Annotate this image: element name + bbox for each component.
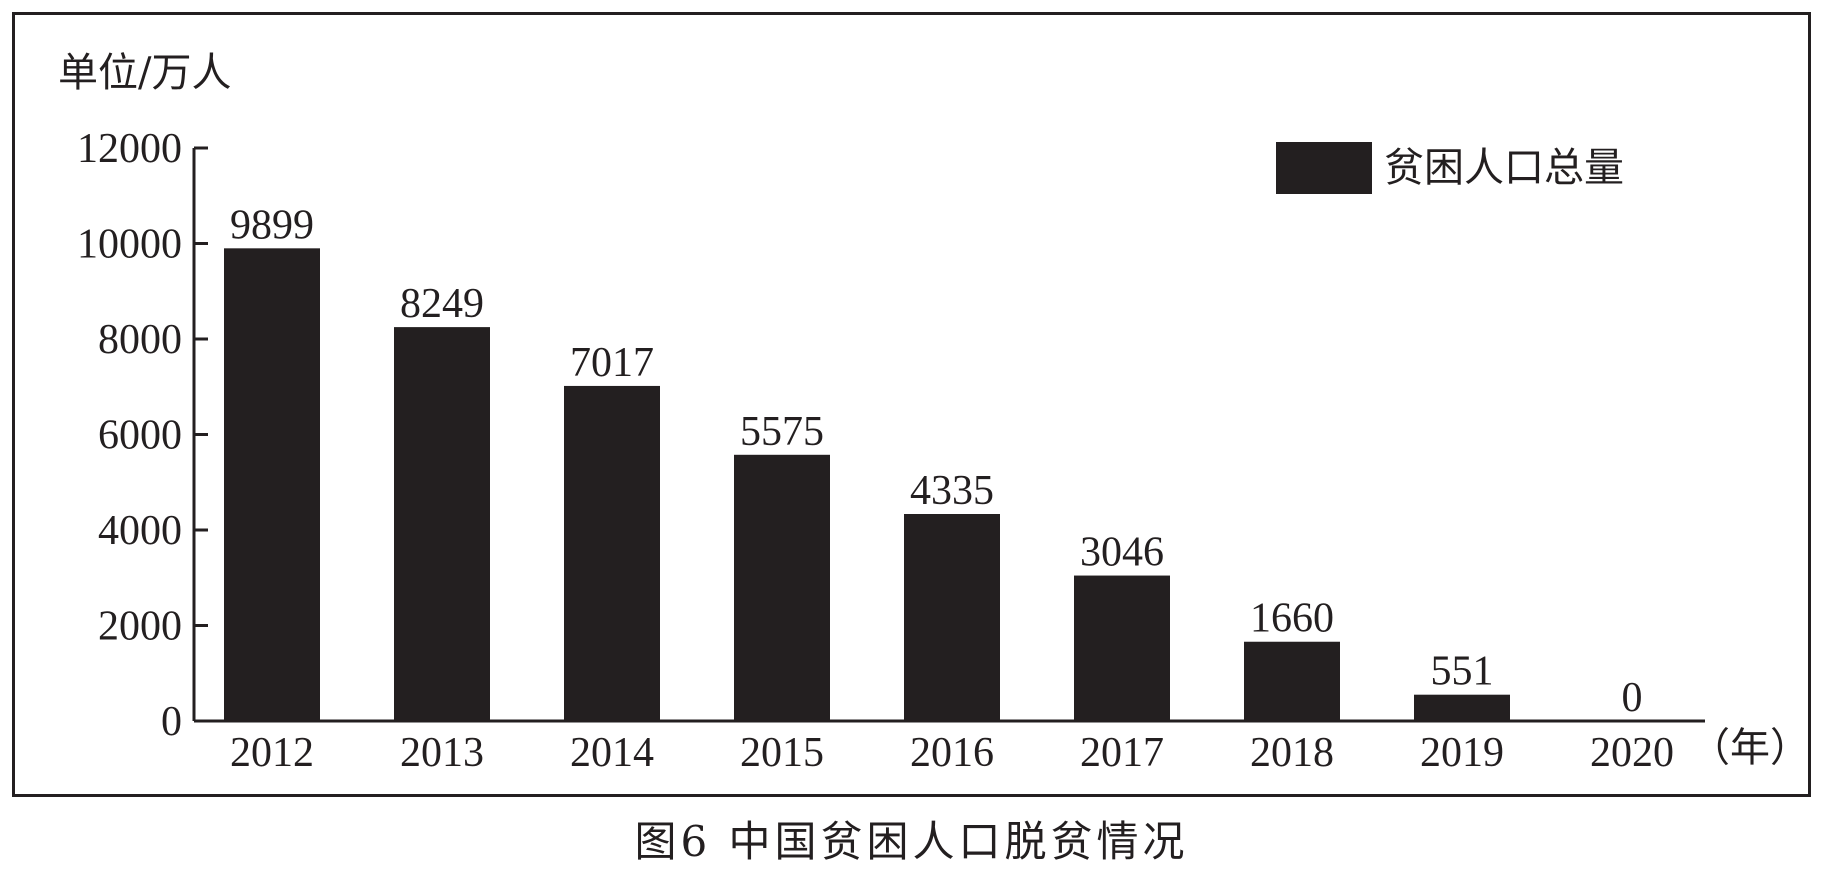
data-labels: 9899 8249 7017 5575 4335 3046 1660 551 0 — [230, 202, 1643, 721]
x-tick-label: 2016 — [910, 730, 994, 776]
y-tick-label: 8000 — [98, 317, 182, 363]
x-tick-label: 2013 — [400, 730, 484, 776]
bar — [904, 514, 1000, 721]
x-axis-title: （年） — [1690, 725, 1810, 771]
y-tick-label: 2000 — [98, 604, 182, 650]
data-label: 4335 — [910, 468, 994, 514]
bar — [1244, 641, 1340, 721]
bar-chart: 0 2000 4000 6000 8000 10000 12000 2012 2013 2014… — [58, 50, 1810, 776]
data-label: 0 — [1622, 675, 1643, 721]
y-tick-label: 4000 — [98, 508, 182, 554]
x-tick-label: 2020 — [1590, 730, 1674, 776]
x-tick-label: 2014 — [570, 730, 654, 776]
y-axis-title: 单位/万人 — [58, 50, 231, 96]
y-tick-label: 0 — [161, 699, 182, 745]
data-label: 7017 — [570, 340, 654, 386]
legend-swatch — [1276, 142, 1372, 194]
bar — [564, 385, 660, 721]
x-tick-label: 2017 — [1080, 730, 1164, 776]
y-tick-label: 6000 — [98, 413, 182, 459]
bars — [224, 248, 1510, 721]
x-axis: 2012 2013 2014 2015 2016 2017 2018 2019 2020 — [194, 719, 1705, 776]
bar — [1414, 694, 1510, 721]
figure-caption: 图6 中国贫困人口脱贫情况 — [634, 817, 1189, 866]
data-label: 9899 — [230, 202, 314, 248]
y-axis: 0 2000 4000 6000 8000 10000 12000 — [77, 126, 208, 745]
x-tick-label: 2019 — [1420, 730, 1504, 776]
data-label: 8249 — [400, 281, 484, 327]
y-tick-label: 12000 — [77, 126, 182, 172]
bar — [224, 248, 320, 721]
bar — [394, 327, 490, 721]
data-label: 1660 — [1250, 596, 1334, 642]
x-tick-label: 2018 — [1250, 730, 1334, 776]
bar — [1074, 575, 1170, 721]
data-label: 551 — [1431, 649, 1494, 695]
data-label: 3046 — [1080, 530, 1164, 576]
data-label: 5575 — [740, 409, 824, 455]
y-tick-label: 10000 — [77, 222, 182, 268]
legend-label: 贫困人口总量 — [1384, 145, 1624, 191]
chart-frame — [12, 12, 1811, 797]
legend: 贫困人口总量 — [1276, 142, 1624, 194]
x-tick-label: 2015 — [740, 730, 824, 776]
bar — [734, 454, 830, 721]
x-tick-label: 2012 — [230, 730, 314, 776]
